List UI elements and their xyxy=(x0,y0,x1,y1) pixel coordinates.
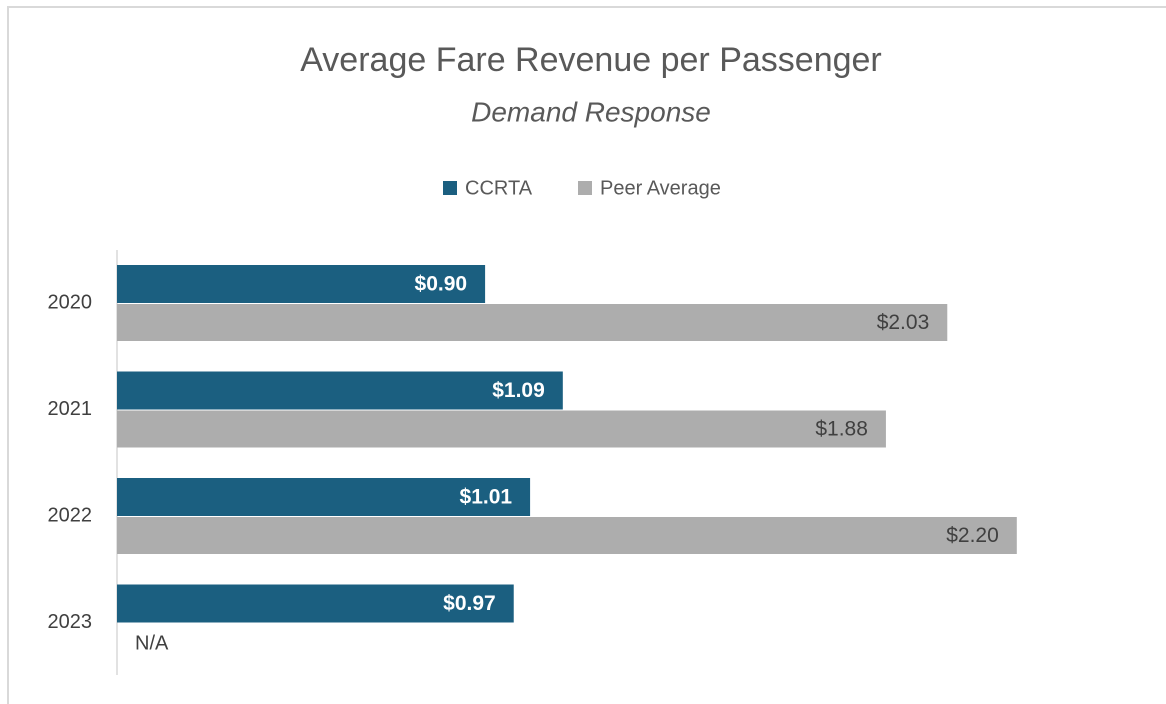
value-label: $0.90 xyxy=(415,273,468,296)
bar xyxy=(117,517,1017,554)
value-label: N/A xyxy=(135,632,169,654)
chart-subtitle: Demand Response xyxy=(471,96,711,127)
value-label: $1.09 xyxy=(492,379,545,402)
y-tick-label: 2021 xyxy=(48,398,93,420)
bar xyxy=(117,265,486,303)
bar xyxy=(117,410,886,448)
bar xyxy=(117,478,531,516)
legend-label: CCRTA xyxy=(465,177,533,199)
value-label: $0.97 xyxy=(443,592,496,615)
value-label: $2.03 xyxy=(877,311,930,334)
value-label: $1.01 xyxy=(460,486,513,509)
legend-label: Peer Average xyxy=(600,177,721,199)
y-tick-label: 2022 xyxy=(48,504,93,526)
bar xyxy=(117,371,563,410)
chart-title: Average Fare Revenue per Passenger xyxy=(300,41,882,79)
bar xyxy=(117,584,514,623)
legend-swatch xyxy=(443,181,457,195)
y-tick-label: 2023 xyxy=(48,611,93,633)
value-label: $1.88 xyxy=(815,418,868,441)
bar xyxy=(117,304,948,341)
y-tick-label: 2020 xyxy=(48,291,93,313)
value-label: $2.20 xyxy=(946,524,999,547)
legend-swatch xyxy=(578,181,592,195)
